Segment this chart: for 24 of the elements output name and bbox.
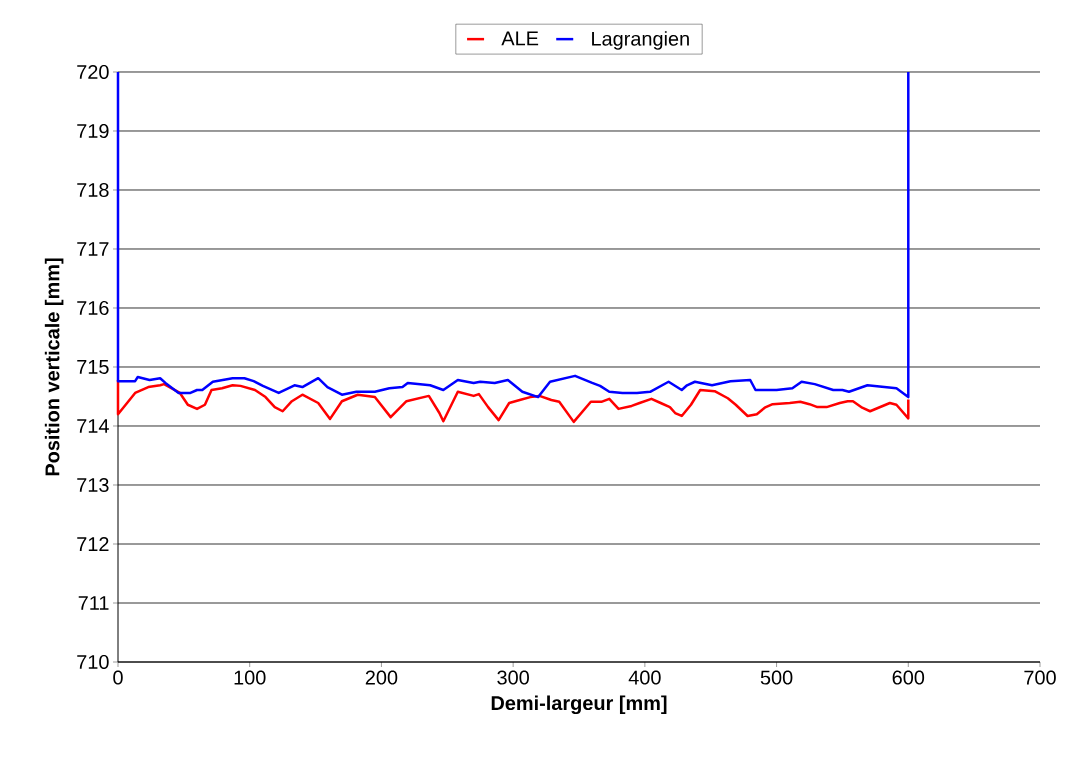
- y-tick-label: 717: [77, 242, 109, 256]
- x-tick-label: 400: [628, 670, 661, 685]
- y-tick-label: 720: [77, 64, 109, 80]
- y-tick-label: 718: [77, 182, 109, 198]
- y-tick-label: 711: [78, 596, 109, 610]
- legend-label: ALE: [501, 31, 539, 46]
- x-axis-title: Demi-largeur [mm]: [491, 695, 667, 715]
- x-tick-label: 0: [113, 670, 123, 685]
- x-tick-label: 600: [892, 670, 925, 685]
- y-tick-label: 716: [77, 300, 109, 316]
- y-tick-label: 715: [77, 360, 109, 374]
- x-tick-label: 500: [760, 670, 793, 685]
- legend-label: Lagrangien: [592, 31, 689, 50]
- y-axis-title: Position verticale [mm]: [44, 258, 64, 476]
- y-tick-label: 710: [77, 654, 109, 670]
- x-tick-label: 100: [234, 670, 266, 685]
- x-tick-label: 200: [365, 670, 398, 685]
- y-tick-label: 719: [77, 123, 109, 139]
- y-tick-label: 713: [77, 477, 109, 493]
- y-tick-label: 712: [77, 537, 109, 551]
- y-tick-label: 714: [77, 419, 109, 433]
- line-series: [116, 70, 910, 399]
- x-tick-label: 700: [1024, 670, 1056, 685]
- x-tick-label: 300: [497, 670, 529, 685]
